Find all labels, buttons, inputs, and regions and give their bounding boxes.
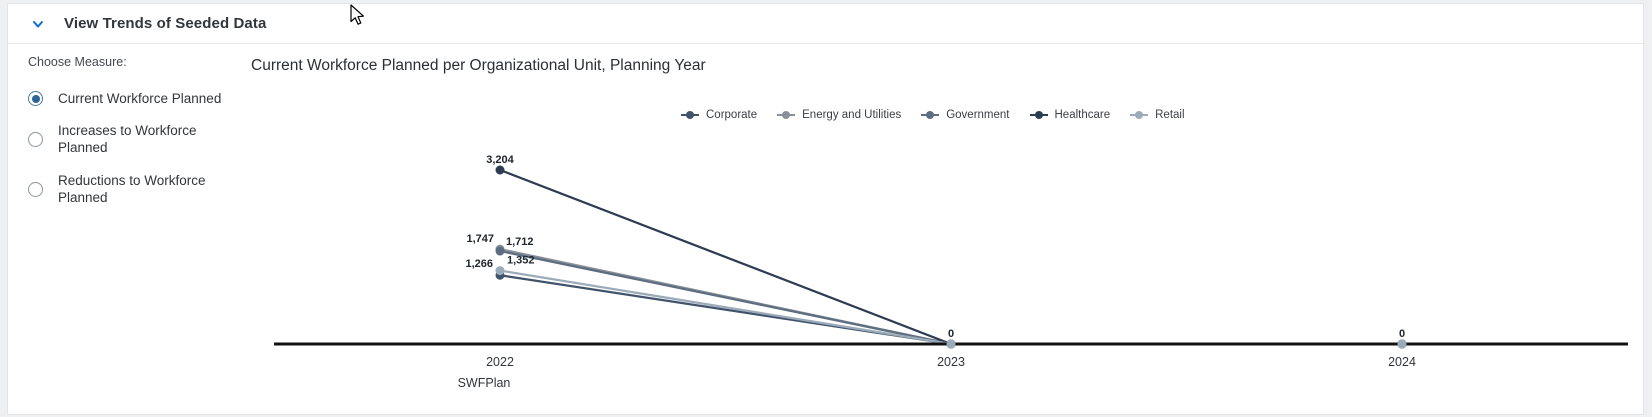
data-label-corporate: 1,266 — [465, 258, 493, 270]
data-label-healthcare: 3,204 — [486, 154, 514, 166]
legend-label: Government — [946, 109, 1010, 121]
data-label-zero-2023: 0 — [948, 328, 954, 340]
panel-title: View Trends of Seeded Data — [64, 15, 267, 32]
chevron-down-icon[interactable] — [29, 15, 47, 33]
line-dot-marker-icon — [1130, 111, 1149, 119]
legend-item-retail[interactable]: Retail — [1130, 109, 1185, 121]
radio-button-icon[interactable] — [28, 181, 43, 197]
radio-current-workforce-planned[interactable]: Current Workforce Planned — [28, 90, 243, 108]
series-line-healthcare — [499, 168, 1402, 346]
chart-title: Current Workforce Planned per Organizati… — [251, 57, 706, 74]
x-tick-label-2023: 2023 — [937, 355, 965, 369]
radio-label: Increases to Workforce Planned — [58, 122, 197, 156]
x-tick-label-2022: 2022 — [486, 355, 514, 369]
legend-item-energy-and-utilities[interactable]: Energy and Utilities — [777, 109, 901, 121]
trend-line-chart[interactable]: 1,266 1,747 1,712 3,204 1,352 0 0 2022 2023 2024 S… — [261, 131, 1645, 399]
trends-panel: View Trends of Seeded Data Choose Measur… — [7, 3, 1644, 415]
x-axis-title: SWFPlan — [458, 376, 511, 390]
radio-increases-to-workforce-planned[interactable]: Increases to Workforce Planned — [28, 122, 243, 157]
x-tick-label-2024: 2024 — [1388, 355, 1416, 369]
panel-header: View Trends of Seeded Data — [8, 4, 1643, 44]
line-dot-marker-icon — [1029, 111, 1048, 119]
choose-measure-label: Choose Measure: — [28, 55, 127, 69]
radio-label: Reductions to Workforce Planned — [58, 172, 206, 206]
legend-label: Retail — [1155, 109, 1185, 121]
line-dot-marker-icon — [777, 111, 796, 119]
data-label-zero-2024: 0 — [1399, 328, 1405, 340]
legend-label: Energy and Utilities — [802, 109, 902, 121]
radio-reductions-to-workforce-planned[interactable]: Reductions to Workforce Planned — [28, 172, 243, 207]
radio-button-icon[interactable] — [28, 91, 43, 107]
radio-button-icon[interactable] — [28, 131, 43, 147]
data-label-energy-and-utilities: 1,747 — [466, 233, 494, 245]
chart-legend: Corporate Energy and Utilities Government H… — [681, 109, 1185, 121]
data-point-retail-2023[interactable] — [946, 339, 956, 349]
data-point-healthcare-2022[interactable] — [495, 165, 505, 175]
legend-item-corporate[interactable]: Corporate — [681, 109, 757, 121]
data-label-government: 1,712 — [506, 236, 534, 248]
line-dot-marker-icon — [921, 111, 940, 119]
radio-label: Current Workforce Planned — [58, 91, 222, 106]
data-point-retail-2022[interactable] — [495, 266, 505, 276]
data-label-retail: 1,352 — [507, 255, 535, 267]
legend-item-healthcare[interactable]: Healthcare — [1029, 109, 1111, 121]
measure-chooser: Choose Measure: Current Workforce Planne… — [28, 55, 243, 207]
legend-item-government[interactable]: Government — [921, 109, 1010, 121]
data-point-retail-2024[interactable] — [1397, 339, 1407, 349]
legend-label: Healthcare — [1054, 109, 1111, 121]
line-dot-marker-icon — [681, 111, 699, 119]
data-point-government-2022[interactable] — [495, 246, 505, 256]
legend-label: Corporate — [706, 109, 758, 121]
